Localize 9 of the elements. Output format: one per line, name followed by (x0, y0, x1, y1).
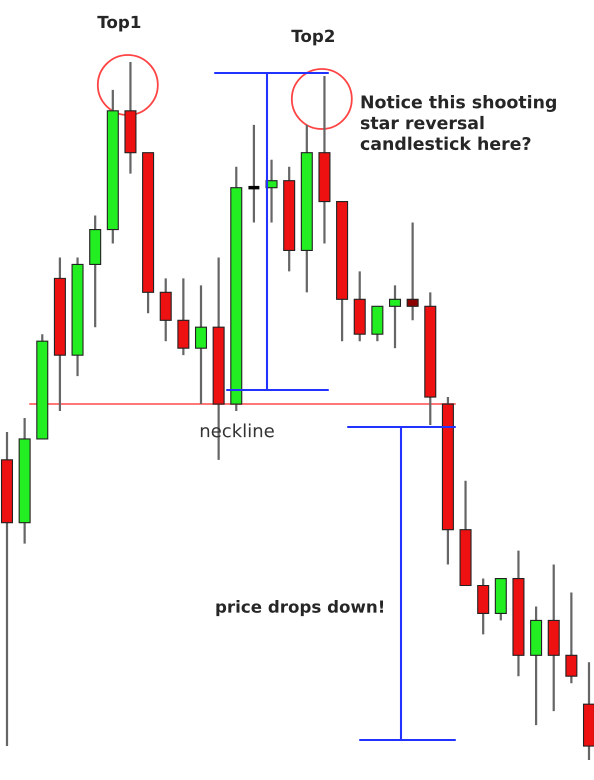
annotation: price drops down! (216, 600, 384, 616)
text: Top1 (97, 16, 140, 32)
candlestick (406, 221, 419, 322)
candlestick (248, 124, 260, 224)
candlestick (194, 284, 208, 406)
annotation: Notice this shooting star reversal candlestick here? (360, 95, 556, 150)
text: Top2 (291, 30, 334, 46)
candlestick (565, 591, 578, 684)
candlestick (388, 284, 402, 350)
